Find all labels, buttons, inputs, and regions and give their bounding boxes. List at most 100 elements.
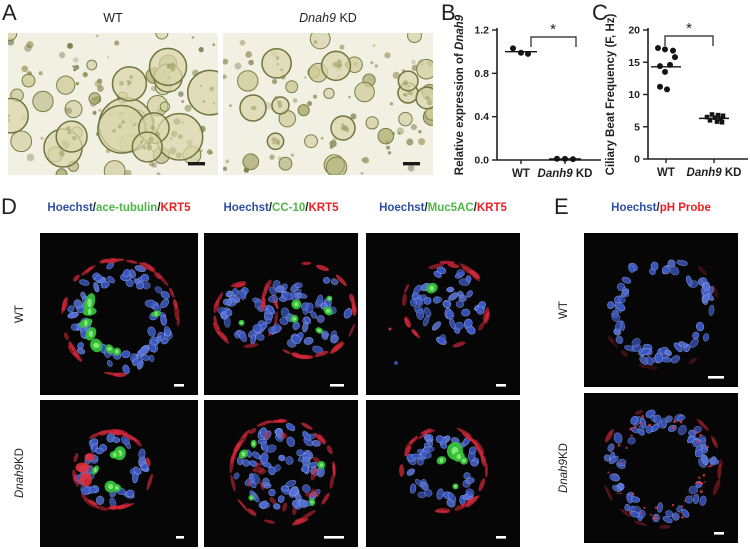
scale-bar [708, 376, 724, 379]
confocal-micrograph [204, 400, 358, 547]
y-axis-label: Ciliary Beat Frequency (F, Hz) [605, 13, 617, 175]
text-part: / [656, 202, 660, 214]
text-part: pH Probe [659, 202, 711, 214]
chart-relative-expression: 0.0 0.4 0.8 1.2 WT Danh9 KD Relative expressio… [454, 14, 601, 180]
text-part: Muc5AC [427, 202, 474, 214]
panel-d-row-label-dnah9kd: Dnah9 KD [12, 433, 28, 513]
confocal-wt-ph-probe [584, 233, 738, 387]
panel-d-header-ace-tubulin: Hoechst/ace-tubulin/KRT5 [40, 202, 198, 214]
data-point [518, 49, 524, 56]
chart-ciliary-beat-frequency: 0 5 10 15 20 WT Danh9 KD Ciliary Beat Frequency… [605, 13, 748, 179]
y-axis-label: Relative expression of Dnah9 [454, 14, 466, 175]
data-point [664, 86, 670, 93]
text-part: Hoechst [611, 202, 657, 214]
text-part: KD [558, 443, 570, 460]
y-tick-label: 10 [628, 89, 640, 101]
y-tick-label: 0.4 [474, 111, 489, 123]
data-point [720, 113, 726, 119]
y-tick-label: 15 [628, 57, 640, 69]
significance-bracket [530, 36, 577, 47]
panel-d-label: D [1, 194, 17, 219]
data-point [657, 83, 663, 90]
confocal-micrograph [366, 400, 520, 547]
scale-bar [496, 384, 506, 387]
confocal-micrograph [584, 393, 738, 543]
confocal-micrograph [40, 400, 198, 547]
text-part: / [92, 202, 96, 214]
data-point [510, 45, 516, 52]
scale-bar [330, 384, 344, 387]
data-point [715, 112, 721, 118]
y-tick-label: 0 [634, 154, 640, 166]
text-part: Dnah9 [299, 11, 336, 25]
data-point [709, 112, 715, 117]
x-category-label: WT [512, 168, 530, 180]
text-part: Dnah9 [14, 464, 26, 498]
panel-e-header-ph-probe: Hoechst/pH Probe [584, 202, 738, 214]
text-part: WT [103, 11, 123, 25]
scale-bar [714, 532, 724, 535]
data-point [655, 45, 661, 52]
brightfield-micrograph [8, 33, 218, 175]
text-part: KD [336, 11, 357, 25]
confocal-micrograph [204, 233, 358, 395]
brightfield-micrograph [223, 33, 433, 175]
data-point [672, 54, 678, 61]
text-part: Hoechst [47, 202, 93, 214]
text-part: KD [14, 448, 26, 465]
text-part: / [268, 202, 273, 214]
scale-bar [496, 536, 506, 539]
x-category-label: Danh9 KD [538, 168, 593, 180]
text-part: KRT5 [308, 202, 339, 214]
confocal-wt-ace-tubulin [40, 233, 198, 395]
panel-e-row-label-wt: WT [556, 270, 572, 350]
panel-b-label: B [441, 0, 456, 25]
panel-d-header-cc10: Hoechst/CC-10/KRT5 [204, 202, 358, 214]
data-point [714, 119, 720, 124]
x-category-label: Danh9 KD [687, 167, 742, 179]
text-part: WT [14, 305, 26, 323]
data-point [662, 46, 668, 53]
significance-star: * [550, 21, 556, 38]
brightfield-wt-image [8, 33, 218, 175]
y-tick-label: 0.8 [474, 68, 489, 80]
panel-d-header-muc5ac: Hoechst/Muc5AC/KRT5 [366, 202, 520, 214]
confocal-micrograph [366, 233, 520, 395]
scale-bar [403, 162, 420, 166]
y-tick-label: 1.2 [474, 25, 489, 37]
confocal-micrograph [40, 233, 198, 395]
text-part: ace-tubulin [96, 202, 158, 214]
y-tick-label: 0.0 [474, 155, 489, 167]
text-part: / [473, 202, 477, 214]
data-point [670, 47, 676, 54]
confocal-wt-cc10 [204, 233, 358, 395]
panel-a-label: A [2, 0, 17, 25]
scale-bar [324, 536, 344, 539]
y-tick-label: 5 [634, 121, 640, 133]
significance-bracket [664, 35, 714, 46]
text-part: / [424, 202, 428, 214]
data-point [704, 114, 710, 120]
panel-e-label: E [554, 194, 569, 219]
text-part: CC-10 [272, 202, 306, 214]
brightfield-dnah9kd-image [223, 33, 433, 175]
confocal-kd-cc10 [204, 400, 358, 547]
data-point [719, 119, 725, 125]
text-part: / [305, 202, 309, 214]
text-part: Dnah9 [558, 459, 570, 493]
scale-bar [176, 536, 184, 539]
confocal-kd-muc5ac [366, 400, 520, 547]
panel-d-row-label-wt: WT [12, 274, 28, 354]
y-tick-label: 20 [628, 25, 640, 37]
panel-a-wt-title: WT [8, 11, 218, 25]
scale-bar [188, 162, 205, 166]
panel-c-label: C [592, 0, 608, 25]
data-point [707, 118, 713, 123]
panel-e-row-label-dnah9kd: Dnah9 KD [556, 428, 572, 508]
significance-star: * [686, 20, 692, 37]
text-part: KRT5 [476, 202, 507, 214]
scale-bar [174, 384, 184, 387]
confocal-kd-ace-tubulin [40, 400, 198, 547]
text-part: KRT5 [160, 202, 191, 214]
data-point [662, 68, 668, 75]
